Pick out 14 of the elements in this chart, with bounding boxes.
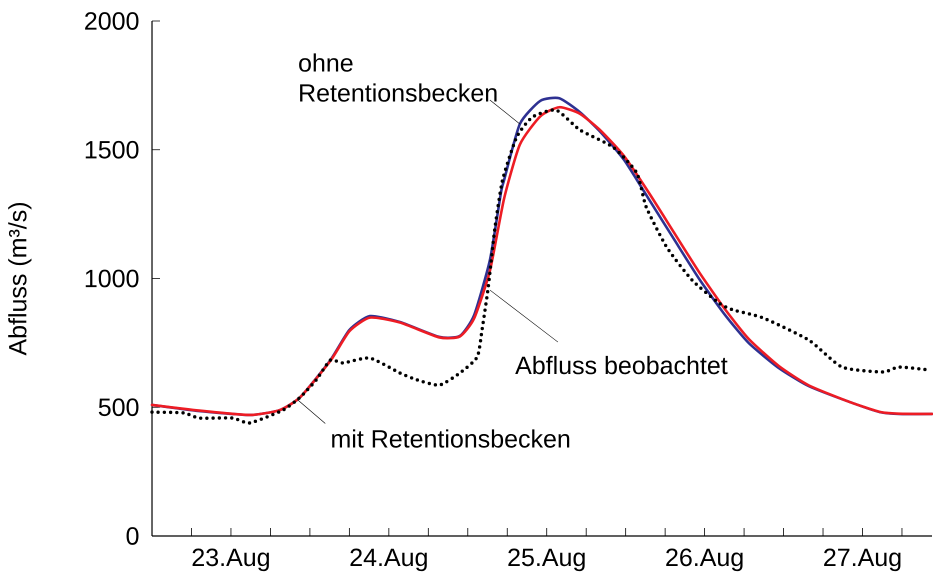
annotation: mit Retentionsbecken — [332, 429, 570, 448]
y-tick-label: 500 — [98, 398, 138, 416]
annotation: ohne Retentionsbecken — [299, 53, 497, 102]
x-tick-label: 25.Aug — [508, 548, 585, 572]
x-tick-label: 24.Aug — [350, 548, 427, 572]
x-tick-label: 26.Aug — [666, 548, 743, 572]
y-tick-label: 1500 — [86, 140, 138, 159]
x-tick-label: 27.Aug — [824, 548, 900, 572]
annotation: Abfluss beobachtet — [515, 356, 728, 374]
x-tick-label: 23.Aug — [192, 548, 269, 572]
y-axis-title: Abfluss (m³/s) — [8, 202, 32, 356]
y-tick-label: 1000 — [86, 270, 138, 288]
y-tick-label: 2000 — [85, 12, 138, 30]
y-tick-label: 0 — [126, 527, 138, 545]
